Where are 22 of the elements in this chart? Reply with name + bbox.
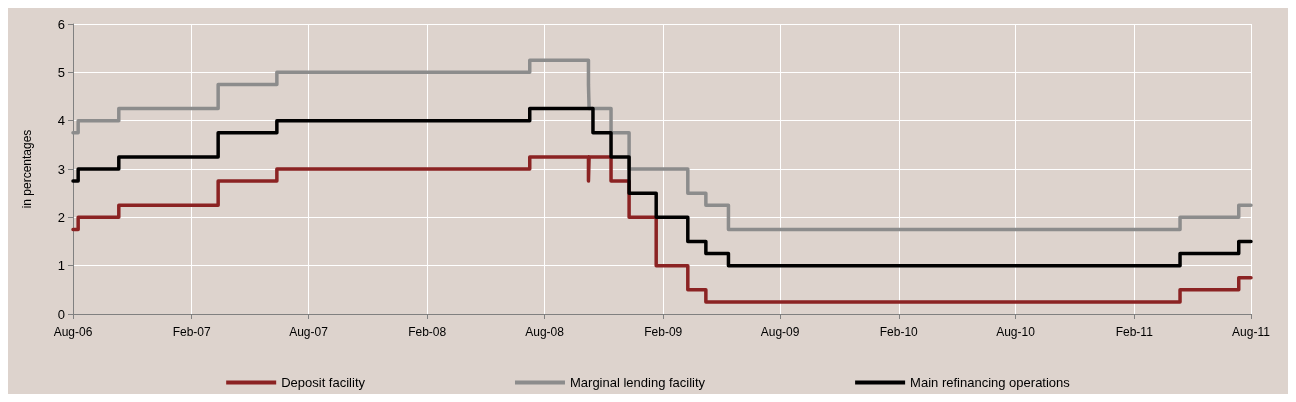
x-tick-label: Feb-09 xyxy=(644,325,683,339)
x-tick-label: Aug-08 xyxy=(525,325,565,339)
x-tick-label: Aug-06 xyxy=(53,325,93,339)
y-tick-label: 2 xyxy=(57,209,65,225)
x-tick-label: Feb-10 xyxy=(879,325,919,339)
x-tick-label: Aug-10 xyxy=(996,325,1036,339)
y-tick-label: 0 xyxy=(57,306,65,322)
x-tick-label: Feb-08 xyxy=(408,325,447,339)
y-axis-title: in percentages xyxy=(20,129,34,209)
x-tick-label: Aug-07 xyxy=(289,325,329,339)
x-tick-label: Feb-11 xyxy=(1115,325,1154,339)
y-tick-label: 4 xyxy=(57,113,65,129)
legend-label: Main refinancing operations xyxy=(910,375,1071,390)
x-tick-label: Aug-11 xyxy=(1232,325,1271,339)
y-tick-label: 1 xyxy=(57,258,65,274)
legend-label: Deposit facility xyxy=(281,375,366,390)
y-tick-label: 5 xyxy=(57,64,65,80)
y-tick-label: 6 xyxy=(57,16,65,32)
x-tick-label: Aug-09 xyxy=(760,325,800,339)
legend-label: Marginal lending facility xyxy=(569,375,706,390)
x-tick-label: Feb-07 xyxy=(172,325,212,339)
y-tick-label: 3 xyxy=(57,161,65,177)
